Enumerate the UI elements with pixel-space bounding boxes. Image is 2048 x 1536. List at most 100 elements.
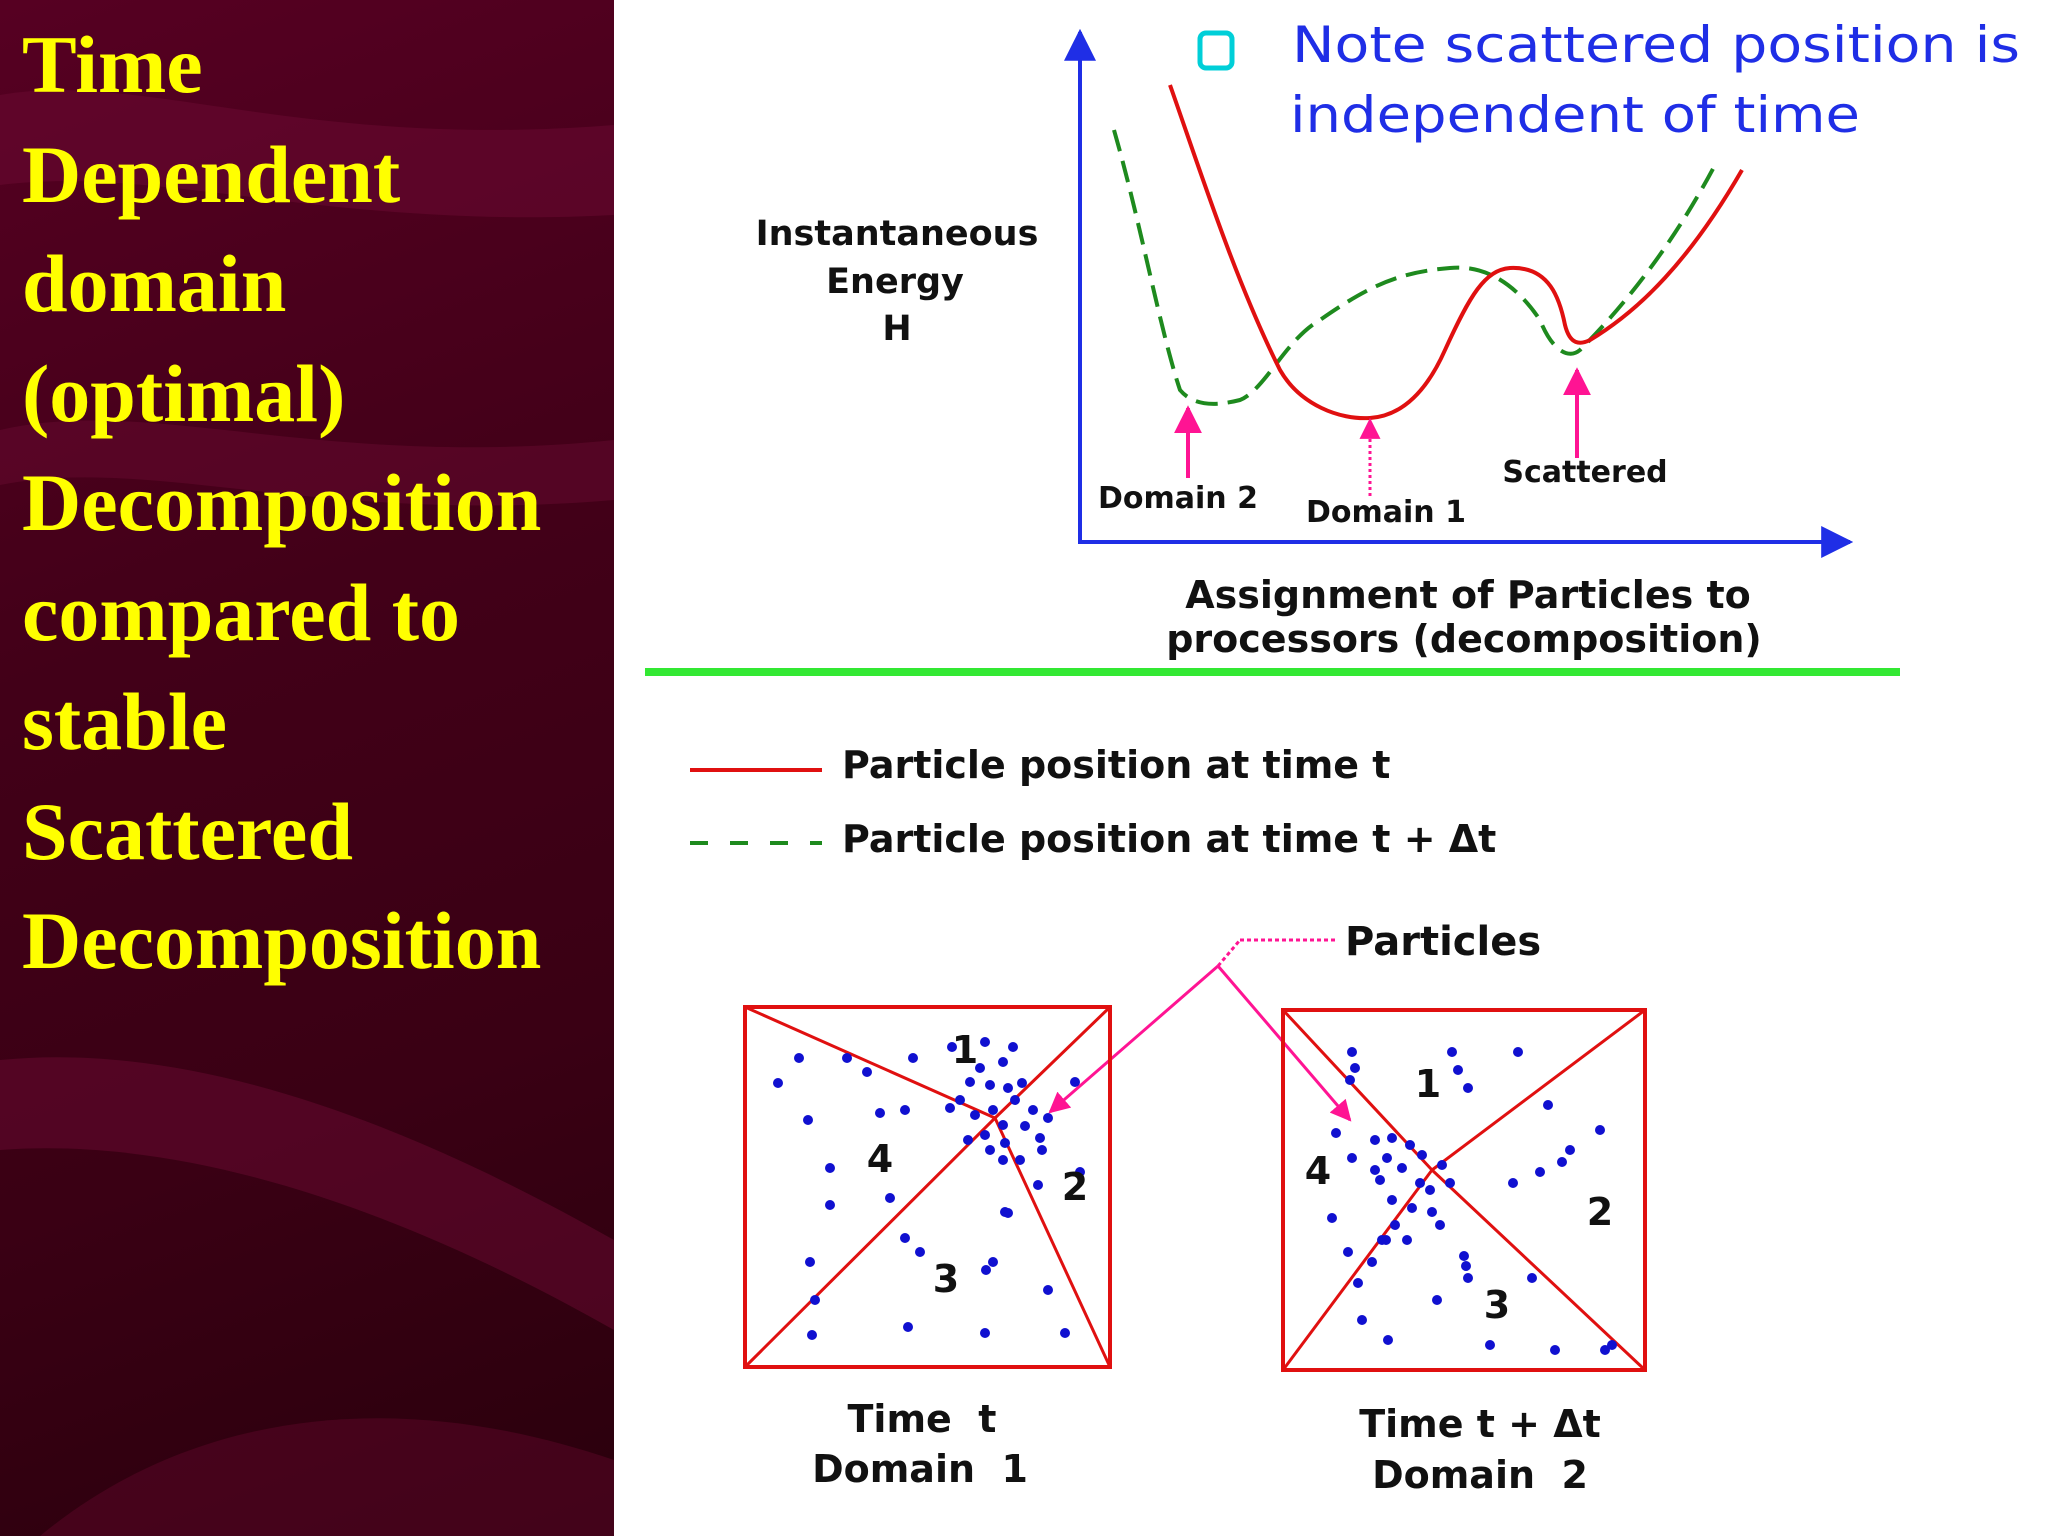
particle-dot: [1607, 1340, 1617, 1350]
domain-divider: [1431, 1008, 1646, 1172]
particle-dot: [1461, 1261, 1471, 1271]
red-energy-curve: [1168, 84, 1744, 421]
particle-dot: [1347, 1047, 1357, 1057]
particle-dot: [1565, 1145, 1575, 1155]
particles-leader: [1216, 939, 1242, 967]
particle-dot: [1447, 1047, 1457, 1057]
particle-dot: [980, 1037, 990, 1047]
domain-divider: [743, 1116, 997, 1369]
particle-dot: [1402, 1235, 1412, 1245]
domain2-label: Domain 2: [1098, 481, 1258, 516]
particle-dot: [1033, 1180, 1043, 1190]
box-caption-line: Domain 1: [812, 1447, 1028, 1491]
x-axis-label-line: processors (decomposition): [1166, 617, 1762, 661]
particle-dot: [875, 1108, 885, 1118]
particle-dot: [1387, 1195, 1397, 1205]
particle-dot: [805, 1257, 815, 1267]
green-energy-curve: [1112, 129, 1717, 406]
particle-dot: [1331, 1128, 1341, 1138]
particle-dot: [963, 1135, 973, 1145]
particle-dot: [1550, 1345, 1560, 1355]
particle-dot: [1375, 1175, 1385, 1185]
title-line: Dependent: [22, 128, 401, 220]
particle-dot: [1370, 1135, 1380, 1145]
particle-dot: [794, 1053, 804, 1063]
domain1-label: Domain 1: [1306, 495, 1466, 530]
particle-dot: [980, 1130, 990, 1140]
region-number: 1: [1415, 1062, 1441, 1106]
particle-dot: [1437, 1160, 1447, 1170]
particle-dot: [1390, 1220, 1400, 1230]
particle-dot: [1427, 1207, 1437, 1217]
particle-dot: [885, 1193, 895, 1203]
title-line: (optimal): [22, 347, 346, 439]
particle-dot: [1347, 1153, 1357, 1163]
particle-dot: [1003, 1083, 1013, 1093]
particle-dot: [970, 1110, 980, 1120]
diagram-panel: Domain 2 Domain 1 Scattered Instantaneou…: [614, 0, 2048, 1536]
particles-arrow-left: [1048, 964, 1219, 1114]
particle-dot: [1043, 1285, 1053, 1295]
particle-dot: [903, 1322, 913, 1332]
particle-dot: [1485, 1340, 1495, 1350]
title-line: Decomposition: [22, 457, 542, 548]
particle-dot: [975, 1063, 985, 1073]
title-line: stable: [22, 676, 227, 767]
domain-box-frame: [1281, 1008, 1647, 1372]
particle-dot: [1000, 1138, 1010, 1148]
region-number: 3: [933, 1257, 959, 1301]
particle-dot: [998, 1120, 1008, 1130]
region-number: 3: [1484, 1283, 1510, 1327]
particle-dot: [985, 1145, 995, 1155]
particle-dot: [1017, 1078, 1027, 1088]
particle-dot: [862, 1067, 872, 1077]
title-line: Time: [22, 19, 203, 110]
particle-dot: [1459, 1251, 1469, 1261]
particle-dot: [1037, 1145, 1047, 1155]
particle-dot: [1028, 1105, 1038, 1115]
particle-dot: [985, 1080, 995, 1090]
legend: Particle position at time t Particle pos…: [690, 743, 1496, 861]
particle-dot: [1327, 1213, 1337, 1223]
particle-dot: [1397, 1163, 1407, 1173]
title-line: Decomposition: [22, 895, 542, 986]
box-caption-line: Time t: [848, 1397, 997, 1441]
particle-dot: [1595, 1125, 1605, 1135]
particle-dot: [1543, 1100, 1553, 1110]
particle-dot: [1008, 1042, 1018, 1052]
particle-dot: [825, 1163, 835, 1173]
particle-dot: [1445, 1178, 1455, 1188]
scattered-label: Scattered: [1502, 455, 1667, 490]
particle-dot: [1557, 1157, 1567, 1167]
particle-dot: [1513, 1047, 1523, 1057]
particle-dot: [810, 1295, 820, 1305]
legend-green-label: Particle position at time t + Δt: [842, 817, 1496, 861]
particles-label: Particles: [1345, 919, 1541, 965]
particle-dot: [825, 1200, 835, 1210]
particle-dot: [1527, 1273, 1537, 1283]
energy-graph: Domain 2 Domain 1 Scattered Instantaneou…: [756, 16, 2020, 661]
particle-dot: [1425, 1185, 1435, 1195]
region-number: 1: [952, 1028, 978, 1072]
particle-dot: [1020, 1121, 1030, 1131]
decorative-swirl: [0, 90, 614, 1536]
particle-dot: [1370, 1165, 1380, 1175]
particle-dot: [947, 1042, 957, 1052]
particle-dots: [1327, 1047, 1617, 1355]
particle-dot: [915, 1247, 925, 1257]
region-number: 4: [1305, 1149, 1331, 1193]
particle-dot: [900, 1233, 910, 1243]
particle-dot: [1070, 1077, 1080, 1087]
particle-dot: [945, 1103, 955, 1113]
y-axis-label-line: Energy: [826, 262, 964, 302]
particle-dot: [955, 1095, 965, 1105]
region-number: 2: [1062, 1165, 1088, 1209]
particle-dot: [1060, 1328, 1070, 1338]
particle-dot: [1508, 1178, 1518, 1188]
domain-divider: [1430, 1168, 1647, 1372]
particle-dot: [998, 1155, 1008, 1165]
slide-title: Time Dependent domain (optimal) Decompos…: [22, 10, 541, 996]
particle-dot: [965, 1077, 975, 1087]
particle-dot: [1417, 1150, 1427, 1160]
particle-dot: [1415, 1178, 1425, 1188]
